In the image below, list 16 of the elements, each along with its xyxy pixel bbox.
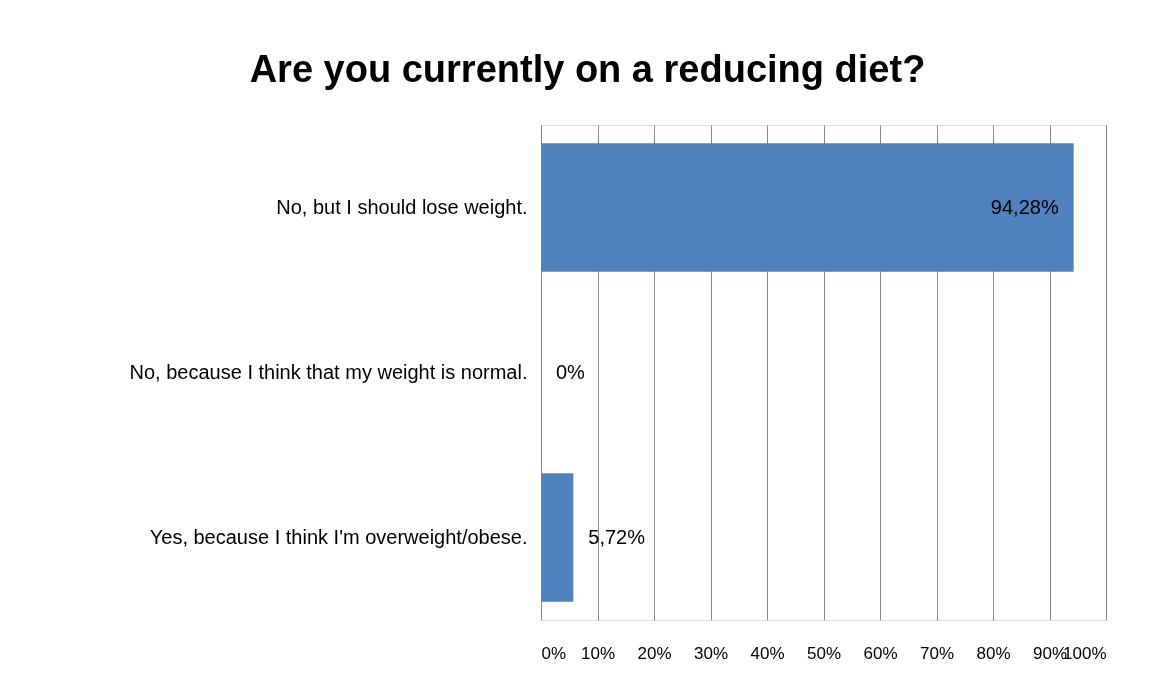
x-tick-label: 0% (541, 643, 567, 663)
chart-title: Are you currently on a reducing diet? (249, 48, 926, 90)
x-tick-label: 70% (919, 643, 955, 663)
x-tick-label: 50% (806, 643, 842, 663)
x-tick-label: 40% (750, 643, 785, 663)
data-label: 5,72% (588, 525, 646, 548)
y-tick-label: Yes, because I think I'm overweight/obese. (149, 525, 528, 548)
x-tick-label: 20% (637, 643, 672, 663)
x-tick-label: 30% (693, 643, 729, 663)
y-tick-label: No, because I think that my weight is normal. (129, 360, 528, 383)
data-label: 0% (556, 360, 586, 383)
y-tick-label: No, but I should lose weight. (276, 195, 528, 218)
x-tick-label: 10% (580, 643, 616, 663)
data-label: 94,28% (990, 195, 1059, 218)
x-tick-label: 80% (976, 643, 1011, 663)
x-tick-label: 60% (863, 643, 898, 663)
